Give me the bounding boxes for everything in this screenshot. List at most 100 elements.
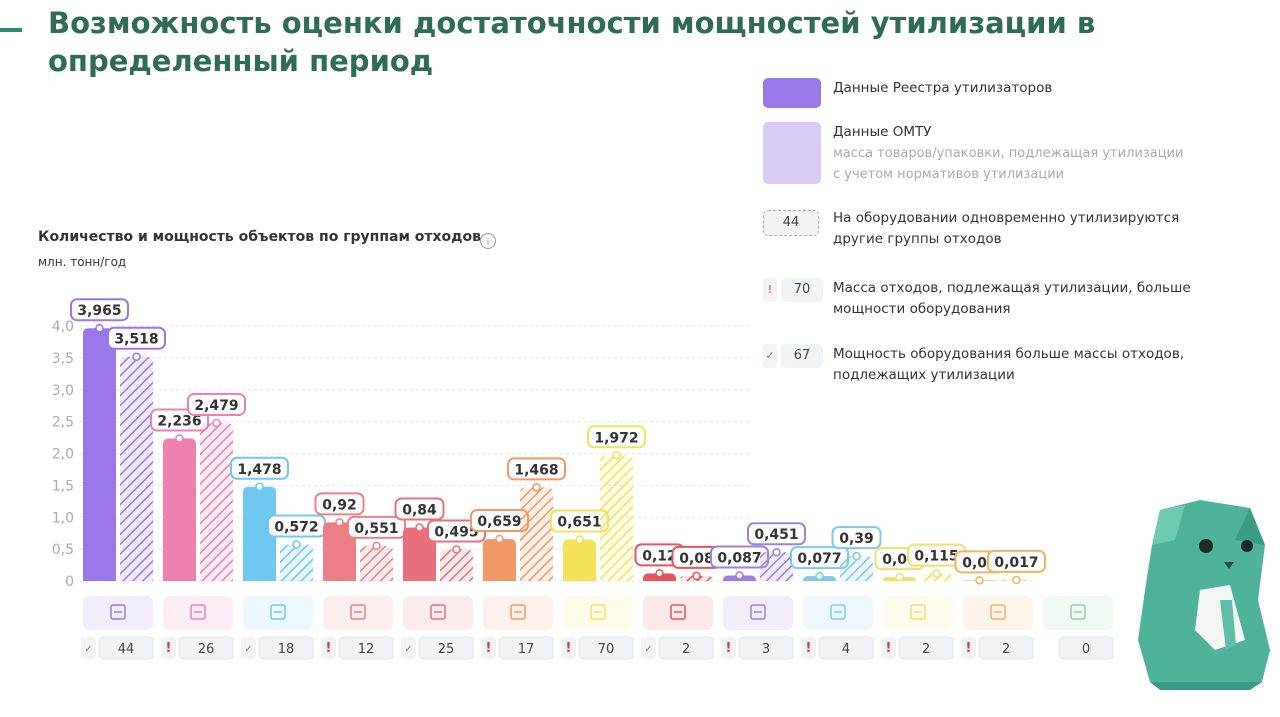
flag-box bbox=[961, 637, 976, 659]
count-box bbox=[658, 636, 714, 660]
count: 25 bbox=[438, 642, 455, 657]
count: 4 bbox=[842, 642, 850, 657]
bar-dot bbox=[255, 482, 264, 492]
flag-box bbox=[641, 637, 656, 659]
legend-item: ! 70 Масса отходов, подлежащая утилизации… bbox=[763, 278, 1213, 320]
value-label: 3,965 bbox=[77, 303, 121, 319]
value-label: 0,92 bbox=[322, 497, 357, 513]
group-icon bbox=[910, 604, 926, 620]
count: 26 bbox=[198, 642, 215, 657]
value-label: 1,468 bbox=[514, 462, 558, 478]
legend-item: ✓ 67 Мощность оборудования больше массы о… bbox=[763, 344, 1213, 386]
legend-marker: 44 bbox=[763, 210, 819, 236]
value-label: 2,479 bbox=[194, 398, 238, 414]
group-icon bbox=[990, 604, 1006, 620]
bar-dot bbox=[1012, 575, 1021, 585]
group-icon-box bbox=[1043, 596, 1113, 630]
count: 70 bbox=[598, 642, 615, 657]
group-icon-box bbox=[563, 596, 633, 630]
group-icon-box bbox=[963, 596, 1033, 630]
legend-label: Данные Реестра утилизаторов bbox=[833, 80, 1053, 96]
legend-item: 44 На оборудовании одновременно утилизир… bbox=[763, 208, 1213, 250]
group-icon-box bbox=[643, 596, 713, 630]
info-glyph: i bbox=[487, 237, 490, 248]
group-icon bbox=[670, 604, 686, 620]
bar bbox=[600, 455, 633, 581]
count: 17 bbox=[518, 642, 535, 657]
value-label-box bbox=[987, 549, 1046, 573]
group-icon-box bbox=[803, 596, 873, 630]
y-tick-label: 1,5 bbox=[52, 478, 74, 494]
unit-label: млн. тонн/год bbox=[38, 255, 126, 269]
y-tick-label: 2,5 bbox=[52, 415, 74, 431]
flag-box bbox=[721, 637, 736, 659]
flag: ! bbox=[566, 641, 572, 656]
count-box bbox=[338, 636, 394, 660]
bar bbox=[483, 538, 516, 581]
value-label-box bbox=[747, 522, 806, 546]
flag: ! bbox=[326, 641, 332, 656]
flag: ! bbox=[486, 641, 492, 656]
value-label-box bbox=[70, 298, 129, 322]
bar-dot bbox=[212, 418, 221, 428]
flag-box bbox=[81, 637, 96, 659]
bar bbox=[760, 552, 793, 581]
y-tick-label: 2,0 bbox=[52, 447, 74, 463]
bar-dot bbox=[415, 523, 424, 532]
flag: ! bbox=[886, 641, 892, 656]
bar bbox=[163, 438, 196, 581]
chart-title: Количество и мощность объектов по группа… bbox=[38, 229, 481, 245]
flag: ! bbox=[806, 641, 812, 656]
count: 44 bbox=[118, 642, 135, 657]
group-icon-box bbox=[243, 596, 313, 630]
count-box bbox=[258, 636, 314, 660]
group-icon bbox=[270, 604, 286, 620]
legend-item: Данные ОМТУ масса товаров/упаковки, подл… bbox=[763, 122, 1193, 185]
bar bbox=[563, 539, 596, 581]
value-label: 0,08 bbox=[679, 551, 714, 567]
value-label-box bbox=[831, 526, 882, 550]
legend-text: На оборудовании одновременно утилизируют… bbox=[833, 210, 1180, 247]
value-label: 0,551 bbox=[354, 521, 398, 537]
bar bbox=[200, 422, 233, 581]
value-label-box bbox=[187, 392, 246, 416]
flag-box bbox=[161, 637, 176, 659]
count-box bbox=[578, 636, 634, 660]
count-box bbox=[978, 636, 1034, 660]
group-icon-box bbox=[323, 596, 393, 630]
count-box bbox=[98, 636, 154, 660]
bar bbox=[120, 356, 153, 581]
value-label: 2,236 bbox=[157, 413, 201, 429]
flag-box bbox=[401, 637, 416, 659]
value-label: 0,84 bbox=[402, 502, 437, 518]
count-box bbox=[898, 636, 954, 660]
legend-label: Данные ОМТУ bbox=[833, 124, 932, 140]
group-icon bbox=[510, 604, 526, 620]
value-label-box bbox=[394, 497, 445, 521]
group-icon bbox=[350, 604, 366, 620]
y-tick-label: 0,5 bbox=[52, 542, 74, 558]
bar-dot bbox=[852, 551, 861, 561]
value-label-box bbox=[230, 456, 289, 480]
bar bbox=[840, 556, 873, 581]
bar-dot bbox=[655, 569, 664, 578]
bar bbox=[440, 549, 473, 581]
value-label: 0,572 bbox=[274, 520, 318, 536]
bar bbox=[280, 544, 313, 581]
count-box bbox=[498, 636, 554, 660]
legend-marker: 70 bbox=[781, 278, 823, 302]
group-icon bbox=[750, 604, 766, 620]
group-icon-box bbox=[83, 596, 153, 630]
accent-dash bbox=[0, 28, 22, 32]
info-icon[interactable] bbox=[480, 233, 496, 249]
value-label-box bbox=[314, 492, 365, 516]
group-icon bbox=[190, 604, 206, 620]
value-label: 0,115 bbox=[914, 549, 958, 565]
bar-dot bbox=[735, 571, 744, 580]
bar-dot bbox=[975, 576, 984, 585]
group-icon bbox=[830, 604, 846, 620]
flag: ✓ bbox=[644, 644, 652, 655]
value-label: 0,659 bbox=[477, 514, 521, 530]
